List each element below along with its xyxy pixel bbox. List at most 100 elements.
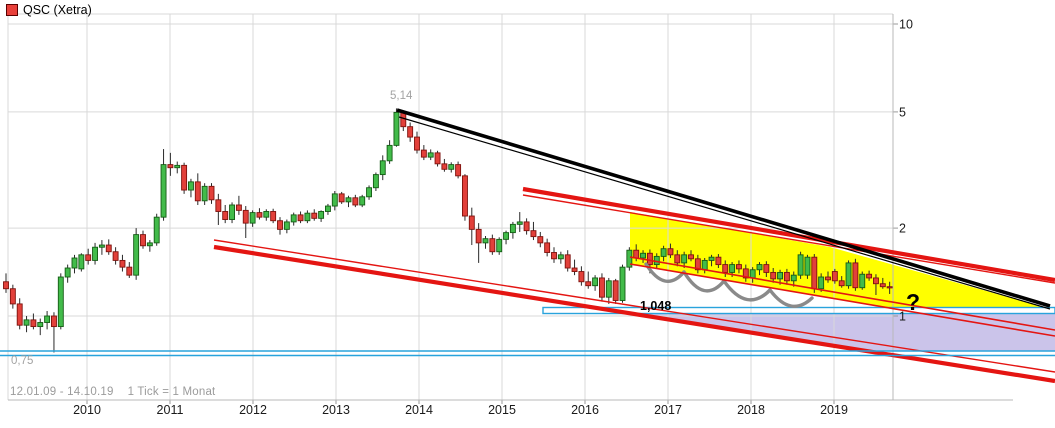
candle-2017-03 xyxy=(674,250,681,267)
candle-body-up xyxy=(605,280,612,298)
candle-2016-10 xyxy=(640,250,646,263)
candle-2014-12 xyxy=(489,234,496,255)
date-range-label: 12.01.09 - 14.10.19 xyxy=(10,386,114,398)
candle-2011-01 xyxy=(167,152,174,176)
candle-body-down xyxy=(612,280,619,301)
question-mark-annotation: ? xyxy=(906,289,921,315)
candle-2018-11 xyxy=(811,254,818,293)
candle-body-up xyxy=(818,276,825,290)
candle-body-up xyxy=(201,185,208,202)
candle-2018-10 xyxy=(804,254,811,279)
candle-body-up xyxy=(372,174,379,189)
candle-2011-08 xyxy=(215,193,222,225)
candle-2015-02 xyxy=(503,230,509,245)
candle-2013-07 xyxy=(372,172,379,191)
candle-body-down xyxy=(400,111,407,128)
candle-2010-07 xyxy=(126,262,133,278)
candle-body-up xyxy=(557,254,564,260)
candle-body-down xyxy=(126,266,133,276)
candle-2016-08 xyxy=(626,247,633,271)
candle-body-down xyxy=(181,164,188,191)
candle-2018-03 xyxy=(756,262,763,276)
candle-body-up xyxy=(427,152,434,158)
candle-2014-04 xyxy=(434,150,441,167)
candle-2014-06 xyxy=(448,162,455,173)
candle-2019-05 xyxy=(852,258,859,291)
candle-2018-12 xyxy=(818,273,825,292)
rounding-arc xyxy=(682,270,726,293)
support-price-label: 1,048 xyxy=(640,299,672,313)
lower-channel-red-thin xyxy=(213,239,1055,373)
candle-2017-09 xyxy=(715,254,722,269)
candle-body-down xyxy=(222,211,229,220)
candle-body-down xyxy=(112,251,119,261)
candle-2009-03 xyxy=(16,298,23,330)
candle-body-up xyxy=(681,254,688,264)
candle-body-down xyxy=(85,254,92,261)
candle-body-down xyxy=(407,126,414,138)
y-axis-label: 5 xyxy=(899,105,906,119)
candle-body-down xyxy=(256,212,263,218)
candle-2010-01 xyxy=(85,248,92,265)
candle-2019-08 xyxy=(873,274,879,296)
candle-2013-06 xyxy=(366,185,372,200)
candle-body-down xyxy=(194,181,201,202)
instrument-legend-icon xyxy=(6,4,18,16)
candle-2015-09 xyxy=(551,247,557,263)
candle-2017-04 xyxy=(681,251,688,269)
candle-2013-12 xyxy=(407,122,414,142)
candle-2016-02 xyxy=(585,271,592,289)
candle-2017-02 xyxy=(667,243,674,258)
x-axis-label: 2018 xyxy=(737,403,765,417)
candle-body-down xyxy=(722,264,729,273)
candle-body-down xyxy=(455,164,462,177)
candle-2009-08 xyxy=(51,312,57,353)
candle-body-down xyxy=(434,152,441,165)
candle-2010-12 xyxy=(160,149,167,221)
candle-2014-01 xyxy=(414,131,420,154)
candle-body-up xyxy=(37,322,44,328)
candle-body-down xyxy=(242,209,249,224)
candle-2018-04 xyxy=(763,261,770,278)
lower-channel-red-thick xyxy=(213,244,1055,384)
candle-body-up xyxy=(304,212,311,222)
candle-2011-06 xyxy=(201,183,208,205)
candle-body-up xyxy=(749,269,756,279)
candle-body-down xyxy=(763,264,770,273)
candle-body-down xyxy=(3,281,9,290)
candle-2019-03 xyxy=(838,276,845,288)
candle-body-down xyxy=(688,254,694,260)
candle-2011-05 xyxy=(194,173,201,205)
candle-body-down xyxy=(462,175,468,217)
candle-2015-01 xyxy=(496,237,503,255)
candle-body-up xyxy=(359,196,366,206)
x-axis-label: 2019 xyxy=(820,403,848,417)
candle-body-up xyxy=(146,242,153,247)
candle-body-down xyxy=(838,280,845,287)
x-axis-label: 2012 xyxy=(239,403,267,417)
candle-body-down xyxy=(235,204,242,211)
candle-2015-08 xyxy=(544,238,551,257)
x-axis-label: 2010 xyxy=(73,403,101,417)
chart-title-row: QSC (Xetra) xyxy=(6,3,92,17)
candle-2018-01 xyxy=(742,264,749,282)
candle-body-down xyxy=(578,271,585,283)
candle-2014-07 xyxy=(455,161,462,179)
candle-2014-08 xyxy=(462,174,468,221)
candle-2012-05 xyxy=(277,217,283,235)
candle-body-up xyxy=(756,264,763,271)
candle-2016-01 xyxy=(578,266,585,286)
candle-body-up xyxy=(160,164,167,218)
y-axis-label: 2 xyxy=(899,222,906,236)
candle-body-up xyxy=(701,259,708,271)
rounding-arcs xyxy=(644,262,814,308)
candle-body-down xyxy=(475,228,482,244)
candle-body-up xyxy=(366,187,372,198)
candle-body-up xyxy=(729,264,736,273)
candle-body-up xyxy=(845,262,852,287)
candle-body-up xyxy=(98,244,105,248)
candle-body-down xyxy=(338,193,345,203)
candle-body-up xyxy=(290,214,297,223)
